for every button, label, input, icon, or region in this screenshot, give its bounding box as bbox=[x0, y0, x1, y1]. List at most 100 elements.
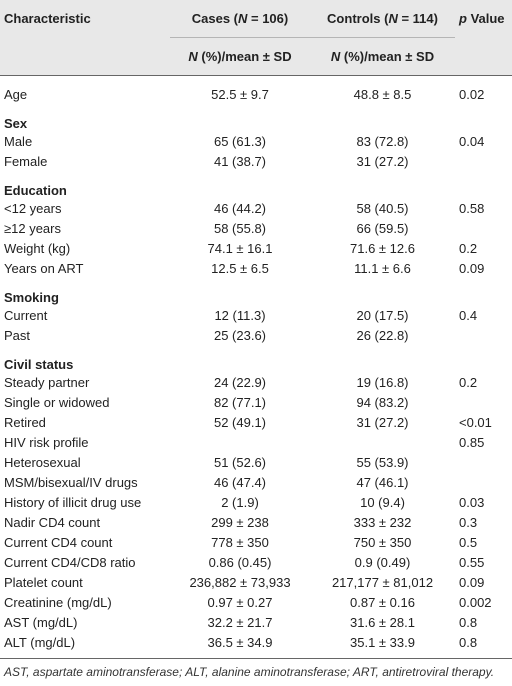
cases-cell: 58 (55.8) bbox=[213, 220, 267, 236]
row-label: Female bbox=[4, 153, 48, 169]
row-label: MSM/bisexual/IV drugs bbox=[4, 474, 138, 490]
section-row: Education bbox=[0, 171, 512, 198]
cases-cell: 46 (44.2) bbox=[213, 200, 267, 216]
data-row: Heterosexual 51 (52.6) 55 (53.9) bbox=[0, 452, 512, 472]
empty-cell bbox=[170, 278, 310, 305]
p-value-cell: 0.09 bbox=[459, 574, 485, 590]
controls-cell: 0.9 (0.49) bbox=[354, 554, 411, 570]
row-label: Current bbox=[4, 307, 48, 323]
section-row: Sex bbox=[0, 104, 512, 131]
cases-cell: 51 (52.6) bbox=[213, 454, 267, 470]
row-label: Current CD4/CD8 ratio bbox=[4, 554, 136, 570]
row-label: Single or widowed bbox=[4, 394, 110, 410]
cases-cell: 12.5 ± 6.5 bbox=[211, 260, 269, 276]
table-body: Age 52.5 ± 9.7 48.8 ± 8.5 0.02 Sex Male 65 (61… bbox=[0, 76, 512, 659]
section-row: Civil status bbox=[0, 345, 512, 372]
empty-cell bbox=[310, 278, 455, 305]
p-value-cell: <0.01 bbox=[459, 414, 492, 430]
row-label: Creatinine (mg/dL) bbox=[4, 594, 112, 610]
p-value-cell: 0.55 bbox=[459, 554, 485, 570]
empty-cell bbox=[455, 171, 512, 198]
subheader-cell: N (%)/mean ± SD bbox=[170, 37, 310, 76]
data-row: Platelet count 236,882 ± 73,933 217,177 ± … bbox=[0, 572, 512, 592]
controls-cell bbox=[310, 432, 455, 452]
cases-cell: 778 ± 350 bbox=[211, 534, 269, 550]
controls-cell: 58 (40.5) bbox=[356, 200, 409, 216]
p-value-cell: 0.8 bbox=[459, 614, 478, 630]
cases-cell: 25 (23.6) bbox=[213, 327, 267, 343]
controls-cell: 10 (9.4) bbox=[360, 494, 405, 510]
cases-cell: 0.86 (0.45) bbox=[208, 554, 272, 570]
row-label: Weight (kg) bbox=[4, 240, 71, 256]
empty-cell bbox=[170, 104, 310, 131]
data-row: ALT (mg/dL) 36.5 ± 34.9 35.1 ± 33.9 0.8 bbox=[0, 632, 512, 659]
p-value-cell: 0.04 bbox=[459, 133, 485, 149]
empty-cell bbox=[455, 278, 512, 305]
data-row: Weight (kg) 74.1 ± 16.1 71.6 ± 12.6 0.2 bbox=[0, 238, 512, 258]
cases-cell bbox=[170, 432, 310, 452]
cases-cell: 0.97 ± 0.27 bbox=[207, 594, 273, 610]
data-row: Past 25 (23.6) 26 (22.8) bbox=[0, 325, 512, 345]
cases-cell: 52.5 ± 9.7 bbox=[211, 86, 269, 102]
section-label: Civil status bbox=[4, 357, 74, 372]
p-value-cell: 0.8 bbox=[455, 632, 512, 659]
data-row: Nadir CD4 count 299 ± 238 333 ± 232 0.3 bbox=[0, 512, 512, 532]
controls-cell: 47 (46.1) bbox=[356, 474, 409, 490]
data-row: History of illicit drug use 2 (1.9) 10 (9.… bbox=[0, 492, 512, 512]
row-label: History of illicit drug use bbox=[4, 494, 142, 510]
cases-cell: 46 (47.4) bbox=[213, 474, 267, 490]
data-row: Female 41 (38.7) 31 (27.2) bbox=[0, 151, 512, 171]
header-row: Characteristic Cases (N = 106) Controls … bbox=[0, 0, 512, 38]
empty-cell bbox=[170, 171, 310, 198]
row-label: Platelet count bbox=[4, 574, 83, 590]
row-label: Heterosexual bbox=[4, 454, 81, 470]
header-cell bbox=[0, 37, 170, 76]
subheader-cell: N (%)/mean ± SD bbox=[310, 37, 455, 76]
p-value-cell: 0.02 bbox=[459, 86, 485, 102]
controls-cell: 31 (27.2) bbox=[356, 153, 409, 169]
data-row: MSM/bisexual/IV drugs 46 (47.4) 47 (46.1) bbox=[0, 472, 512, 492]
cases-cell: 65 (61.3) bbox=[213, 133, 267, 149]
row-label: AST (mg/dL) bbox=[4, 614, 78, 630]
header-cell: p Value bbox=[459, 11, 505, 27]
row-label: Retired bbox=[4, 414, 46, 430]
empty-cell bbox=[310, 171, 455, 198]
row-label: Nadir CD4 count bbox=[4, 514, 101, 530]
row-label: ALT (mg/dL) bbox=[0, 632, 170, 659]
p-value-cell: 0.09 bbox=[459, 260, 485, 276]
empty-cell bbox=[310, 345, 455, 372]
p-value-cell: 0.2 bbox=[459, 240, 478, 256]
controls-cell: 48.8 ± 8.5 bbox=[353, 86, 412, 102]
footnote: AST, aspartate aminotransferase; ALT, al… bbox=[4, 665, 495, 679]
data-table: Characteristic Cases (N = 106) Controls … bbox=[0, 0, 512, 659]
cases-cell: 82 (77.1) bbox=[213, 394, 267, 410]
data-row: Current CD4/CD8 ratio 0.86 (0.45) 0.9 (0.4… bbox=[0, 552, 512, 572]
row-label: HIV risk profile bbox=[4, 434, 89, 450]
controls-cell: 71.6 ± 12.6 bbox=[350, 240, 415, 256]
p-value-cell: 0.03 bbox=[459, 494, 485, 510]
data-row: Creatinine (mg/dL) 0.97 ± 0.27 0.87 ± 0.16… bbox=[0, 592, 512, 612]
data-row: AST (mg/dL) 32.2 ± 21.7 31.6 ± 28.1 0.8 bbox=[0, 612, 512, 632]
controls-cell: 31.6 ± 28.1 bbox=[350, 614, 415, 630]
data-row: HIV risk profile 0.85 bbox=[0, 432, 512, 452]
cases-cell: 12 (11.3) bbox=[214, 307, 266, 323]
p-value-cell bbox=[455, 472, 512, 492]
controls-cell: 19 (16.8) bbox=[356, 374, 409, 390]
cases-cell: 24 (22.9) bbox=[213, 374, 267, 390]
p-value-cell bbox=[455, 325, 512, 345]
empty-cell bbox=[455, 104, 512, 131]
header-cell: Controls (N = 114) bbox=[310, 0, 455, 38]
data-row: Years on ART 12.5 ± 6.5 11.1 ± 6.6 0.09 bbox=[0, 258, 512, 278]
row-label: Years on ART bbox=[4, 260, 84, 276]
data-row: Single or widowed 82 (77.1) 94 (83.2) bbox=[0, 392, 512, 412]
data-row: Retired 52 (49.1) 31 (27.2) <0.01 bbox=[0, 412, 512, 432]
data-row: Male 65 (61.3) 83 (72.8) 0.04 bbox=[0, 131, 512, 151]
data-row: ≥12 years 58 (55.8) 66 (59.5) bbox=[0, 218, 512, 238]
header-cell: Characteristic bbox=[4, 11, 91, 27]
p-value-cell bbox=[455, 218, 512, 238]
section-label: Education bbox=[4, 183, 67, 198]
controls-cell: 750 ± 350 bbox=[353, 534, 412, 550]
controls-cell: 333 ± 232 bbox=[353, 514, 412, 530]
p-value-cell: 0.2 bbox=[459, 374, 478, 390]
